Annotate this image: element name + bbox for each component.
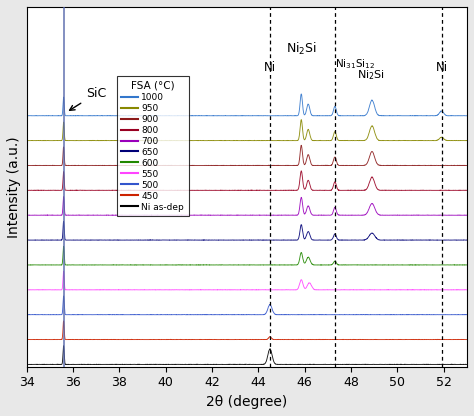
Y-axis label: Intensity (a.u.): Intensity (a.u.) xyxy=(7,136,21,238)
X-axis label: 2θ (degree): 2θ (degree) xyxy=(206,395,287,409)
Text: Ni: Ni xyxy=(436,61,447,74)
Text: Ni$_2$Si: Ni$_2$Si xyxy=(286,41,317,57)
Text: SiC: SiC xyxy=(70,87,106,110)
Legend: 1000, 950, 900, 800, 700, 650, 600, 550, 500, 450, Ni as-dep: 1000, 950, 900, 800, 700, 650, 600, 550,… xyxy=(117,76,189,216)
Text: Ni$_{31}$Si$_{12}$: Ni$_{31}$Si$_{12}$ xyxy=(335,57,375,71)
Text: Ni: Ni xyxy=(264,61,276,74)
Text: Ni$_2$Si: Ni$_2$Si xyxy=(357,68,385,82)
